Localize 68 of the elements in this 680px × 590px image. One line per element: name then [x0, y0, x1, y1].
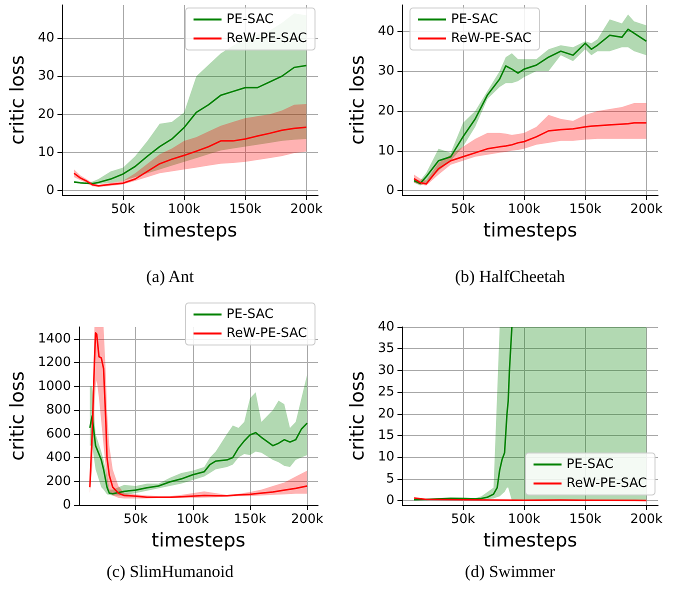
x-tick-label: 150k	[569, 202, 602, 217]
text: (b) HalfCheetah	[455, 267, 566, 286]
y-tick-label: 10	[378, 143, 394, 158]
y-tick-label: 800	[46, 402, 71, 418]
x-tick-label: 200k	[630, 202, 664, 217]
y-tick-label: 1200	[38, 355, 71, 370]
y-tick-label: 30	[38, 68, 54, 84]
y-tick-label: 15	[378, 428, 394, 444]
y-tick-label: 0	[62, 498, 71, 512]
y-axis-title: critic loss	[346, 371, 368, 461]
line-series	[73, 64, 308, 184]
x-tick-label: 200k	[290, 512, 324, 527]
y-tick-label: 20	[38, 106, 54, 122]
y-tick-label: 35	[378, 341, 394, 356]
x-axis-title: timesteps	[483, 529, 578, 552]
legend-label: PE-SAC	[226, 307, 274, 322]
y-tick-label: 25	[378, 384, 394, 400]
y-axis-title: critic loss	[346, 55, 368, 145]
legend-label: ReW-PE-SAC	[451, 31, 532, 46]
y-tick-label: 0	[386, 493, 394, 508]
y-tick-label: 20	[378, 103, 394, 118]
line-series	[89, 415, 308, 494]
x-tick-label: 100k	[168, 202, 201, 217]
y-axis-title: critic loss	[6, 55, 28, 145]
y-tick-label: 40	[378, 320, 394, 334]
x-tick-label: 200k	[630, 512, 664, 527]
y-tick-label: 5	[386, 471, 394, 486]
x-tick-label: 100k	[176, 512, 210, 527]
x-tick-label: 100k	[508, 512, 541, 527]
text: (c) SlimHumanoid	[106, 562, 234, 581]
x-tick-label: 150k	[569, 512, 602, 527]
y-tick-label: 40	[38, 30, 54, 46]
x-tick-label: 200k	[290, 202, 324, 217]
x-tick-label: 150k	[229, 202, 262, 217]
y-tick-label: 10	[38, 144, 54, 160]
legend-label: ReW-PE-SAC	[226, 326, 308, 341]
line-series	[413, 326, 513, 501]
legend-label: ReW-PE-SAC	[226, 31, 308, 46]
x-tick-label: 50k	[450, 202, 476, 217]
legend-label: ReW-PE-SAC	[566, 476, 648, 491]
x-tick-label: 50k	[450, 512, 476, 527]
x-tick-label: 150k	[234, 512, 267, 527]
y-tick-label: 0	[46, 182, 54, 198]
legend-label: PE-SAC	[451, 12, 498, 27]
x-tick-label: 50k	[110, 202, 136, 217]
line-series	[73, 126, 308, 187]
y-tick-label: 30	[378, 362, 394, 378]
x-axis-title: timesteps	[143, 219, 238, 242]
y-axis-title: critic loss	[6, 371, 28, 461]
legend-label: PE-SAC	[566, 457, 614, 472]
y-tick-label: 20	[378, 406, 394, 422]
y-tick-label: 30	[378, 64, 394, 79]
x-tick-label: 50k	[124, 512, 148, 527]
text: (a) Ant	[146, 267, 194, 286]
y-tick-label: 200	[46, 474, 71, 489]
y-tick-label: 1400	[38, 331, 71, 346]
line-series	[413, 122, 648, 185]
x-tick-label: 100k	[508, 202, 541, 217]
legend-label: PE-SAC	[226, 12, 274, 27]
x-axis-title: timesteps	[483, 219, 578, 242]
y-tick-label: 400	[46, 450, 71, 466]
y-tick-label: 10	[378, 450, 394, 465]
y-tick-label: 0	[386, 183, 394, 198]
y-tick-label: 1000	[38, 378, 71, 394]
x-axis-title: timesteps	[152, 529, 246, 552]
text: (d) Swimmer	[464, 562, 556, 581]
y-tick-label: 40	[378, 24, 394, 39]
y-tick-label: 600	[46, 426, 71, 442]
